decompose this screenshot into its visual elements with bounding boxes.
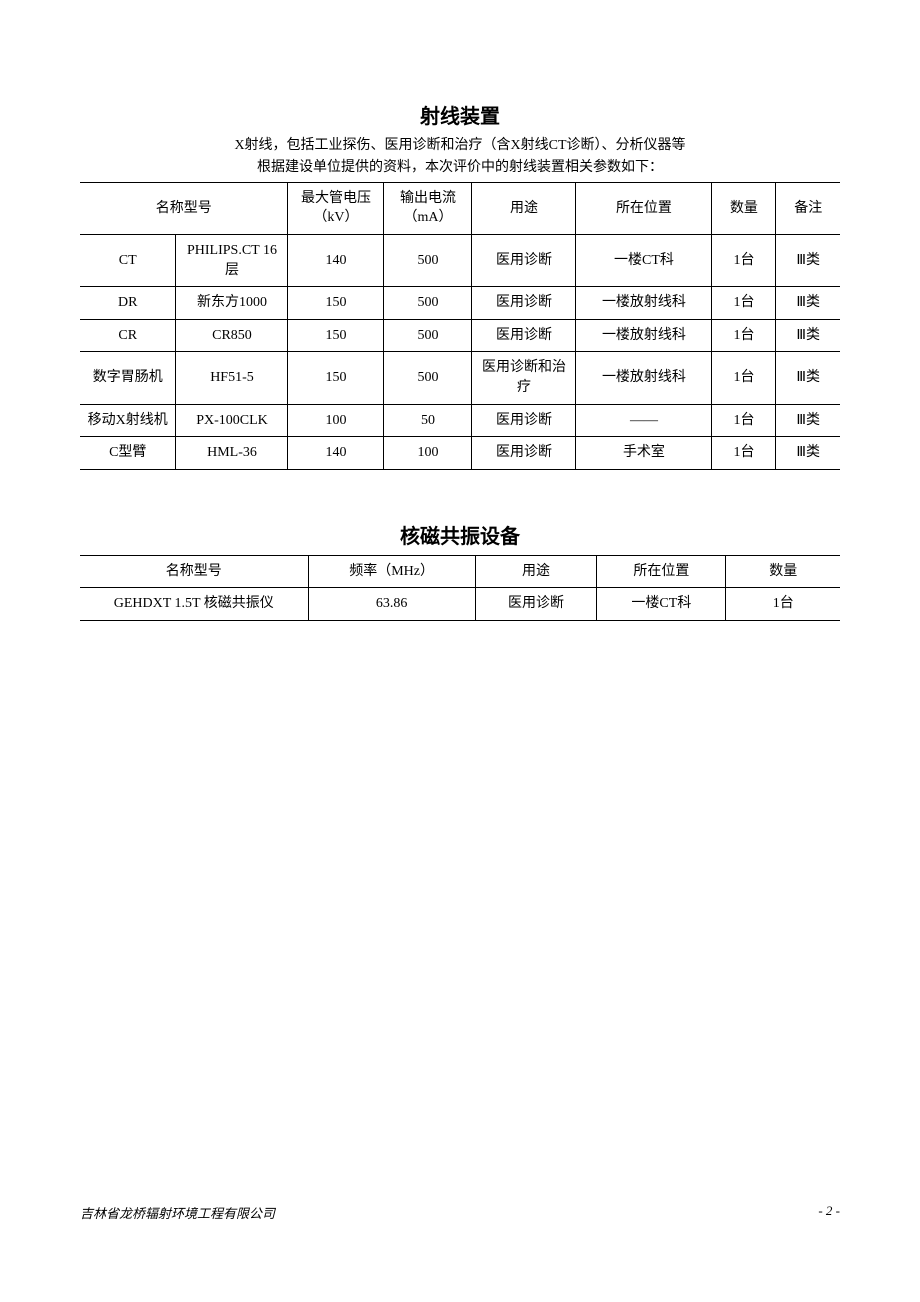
- cell-voltage: 100: [288, 404, 384, 437]
- cell-model: 新东方1000: [176, 287, 288, 320]
- cell-remark: Ⅲ类: [776, 437, 840, 470]
- cell-voltage: 150: [288, 319, 384, 352]
- cell-name: C型臂: [80, 437, 176, 470]
- cell-location: 一楼放射线科: [576, 352, 712, 404]
- cell-current: 500: [384, 319, 472, 352]
- mri-table: 名称型号 频率（MHz） 用途 所在位置 数量 GEHDXT 1.5T 核磁共振…: [80, 555, 840, 621]
- xray-table: 名称型号 最大管电压（kV） 输出电流（mA） 用途 所在位置 数量 备注 CT…: [80, 182, 840, 470]
- cell-current: 500: [384, 287, 472, 320]
- cell-usage: 医用诊断: [472, 404, 576, 437]
- cell-name: 移动X射线机: [80, 404, 176, 437]
- table-row: C型臂 HML-36 140 100 医用诊断 手术室 1台 Ⅲ类: [80, 437, 840, 470]
- cell-quantity: 1台: [712, 319, 776, 352]
- header-max-voltage: 最大管电压（kV）: [288, 182, 384, 234]
- cell-usage: 医用诊断: [472, 319, 576, 352]
- cell-voltage: 140: [288, 234, 384, 286]
- cell-usage: 医用诊断和治疗: [472, 352, 576, 404]
- cell-name: CR: [80, 319, 176, 352]
- cell-usage: 医用诊断: [475, 588, 597, 621]
- header-location: 所在位置: [597, 555, 726, 588]
- cell-remark: Ⅲ类: [776, 352, 840, 404]
- cell-location: 手术室: [576, 437, 712, 470]
- page-footer: 吉林省龙桥辐射环境工程有限公司 - 2 -: [80, 1203, 840, 1222]
- cell-current: 500: [384, 234, 472, 286]
- cell-model: CR850: [176, 319, 288, 352]
- cell-model: HF51-5: [176, 352, 288, 404]
- cell-model: PX-100CLK: [176, 404, 288, 437]
- cell-location: 一楼放射线科: [576, 287, 712, 320]
- cell-location: 一楼放射线科: [576, 319, 712, 352]
- cell-quantity: 1台: [712, 437, 776, 470]
- cell-remark: Ⅲ类: [776, 319, 840, 352]
- header-usage: 用途: [475, 555, 597, 588]
- cell-quantity: 1台: [712, 352, 776, 404]
- header-output-current: 输出电流（mA）: [384, 182, 472, 234]
- cell-frequency: 63.86: [308, 588, 475, 621]
- cell-quantity: 1台: [726, 588, 840, 621]
- cell-voltage: 140: [288, 437, 384, 470]
- cell-current: 500: [384, 352, 472, 404]
- cell-location: 一楼CT科: [597, 588, 726, 621]
- section1-title: 射线装置: [80, 100, 840, 129]
- cell-quantity: 1台: [712, 404, 776, 437]
- cell-model: PHILIPS.CT 16层: [176, 234, 288, 286]
- table-row: 移动X射线机 PX-100CLK 100 50 医用诊断 —— 1台 Ⅲ类: [80, 404, 840, 437]
- cell-location: ——: [576, 404, 712, 437]
- header-frequency: 频率（MHz）: [308, 555, 475, 588]
- table-header-row: 名称型号 最大管电压（kV） 输出电流（mA） 用途 所在位置 数量 备注: [80, 182, 840, 234]
- cell-remark: Ⅲ类: [776, 404, 840, 437]
- section1-subtitle1: X射线，包括工业探伤、医用诊断和治疗（含X射线CT诊断）、分析仪器等: [80, 135, 840, 157]
- cell-name: CT: [80, 234, 176, 286]
- cell-usage: 医用诊断: [472, 234, 576, 286]
- cell-remark: Ⅲ类: [776, 287, 840, 320]
- table-row: GEHDXT 1.5T 核磁共振仪 63.86 医用诊断 一楼CT科 1台: [80, 588, 840, 621]
- header-location: 所在位置: [576, 182, 712, 234]
- footer-company: 吉林省龙桥辐射环境工程有限公司: [80, 1203, 275, 1222]
- cell-voltage: 150: [288, 352, 384, 404]
- header-usage: 用途: [472, 182, 576, 234]
- cell-model: HML-36: [176, 437, 288, 470]
- header-name-model: 名称型号: [80, 182, 288, 234]
- cell-voltage: 150: [288, 287, 384, 320]
- header-quantity: 数量: [712, 182, 776, 234]
- cell-current: 50: [384, 404, 472, 437]
- cell-name-model: GEHDXT 1.5T 核磁共振仪: [80, 588, 308, 621]
- cell-remark: Ⅲ类: [776, 234, 840, 286]
- table-row: CT PHILIPS.CT 16层 140 500 医用诊断 一楼CT科 1台 …: [80, 234, 840, 286]
- table-row: DR 新东方1000 150 500 医用诊断 一楼放射线科 1台 Ⅲ类: [80, 287, 840, 320]
- section-xray: 射线装置 X射线，包括工业探伤、医用诊断和治疗（含X射线CT诊断）、分析仪器等 …: [80, 100, 840, 470]
- header-name-model: 名称型号: [80, 555, 308, 588]
- section2-title: 核磁共振设备: [80, 520, 840, 549]
- header-quantity: 数量: [726, 555, 840, 588]
- cell-current: 100: [384, 437, 472, 470]
- cell-usage: 医用诊断: [472, 287, 576, 320]
- cell-location: 一楼CT科: [576, 234, 712, 286]
- header-remark: 备注: [776, 182, 840, 234]
- section1-subtitle2: 根据建设单位提供的资料，本次评价中的射线装置相关参数如下：: [80, 157, 840, 179]
- cell-quantity: 1台: [712, 287, 776, 320]
- section-mri: 核磁共振设备 名称型号 频率（MHz） 用途 所在位置 数量 GEHDXT 1.…: [80, 520, 840, 621]
- cell-quantity: 1台: [712, 234, 776, 286]
- cell-name: 数字胃肠机: [80, 352, 176, 404]
- cell-usage: 医用诊断: [472, 437, 576, 470]
- table-row: 数字胃肠机 HF51-5 150 500 医用诊断和治疗 一楼放射线科 1台 Ⅲ…: [80, 352, 840, 404]
- cell-name: DR: [80, 287, 176, 320]
- footer-page-number: - 2 -: [818, 1203, 840, 1222]
- table-row: CR CR850 150 500 医用诊断 一楼放射线科 1台 Ⅲ类: [80, 319, 840, 352]
- table-header-row: 名称型号 频率（MHz） 用途 所在位置 数量: [80, 555, 840, 588]
